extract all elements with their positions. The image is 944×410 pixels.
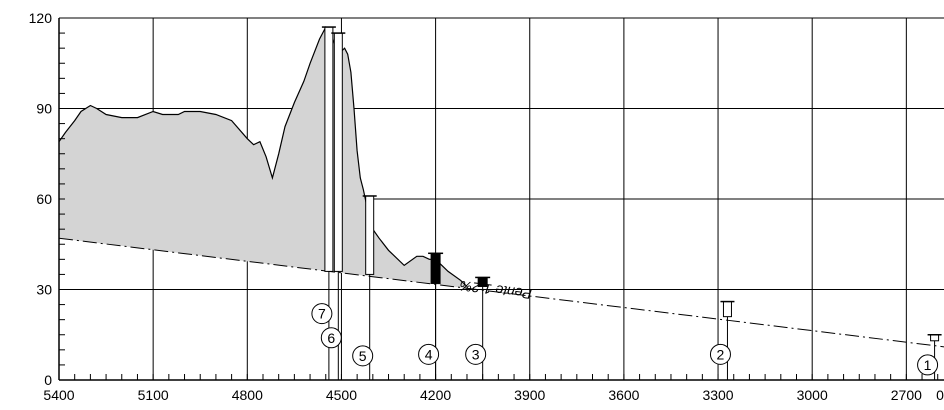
- terrain-profile-line: [58, 26, 468, 287]
- y-tick-label: 30: [36, 282, 52, 298]
- well-3: 3: [465, 276, 491, 380]
- well-5: 5: [352, 195, 377, 380]
- x-tick-label: 3300: [702, 387, 733, 403]
- well-6: 6: [320, 32, 346, 380]
- slope-line: [58, 237, 944, 348]
- well-casing: [430, 252, 441, 284]
- well-number-circle: [709, 343, 731, 365]
- terrain-area: [58, 26, 468, 289]
- well-number-label: 7: [318, 306, 326, 322]
- well-number-circle: [465, 343, 487, 365]
- x-tick-label: 4200: [420, 387, 451, 403]
- well-number-label: 6: [327, 330, 335, 346]
- x-tick-label: 5400: [43, 387, 74, 403]
- x-tick-label: 4500: [326, 387, 357, 403]
- well-1: 1: [917, 334, 942, 380]
- x-tick-label: 4800: [232, 387, 263, 403]
- tick-labels: 5400 5100 4800 4500 4200 3900 3600 3300 3000 2700…: [29, 10, 944, 403]
- terrain-fill: [59, 27, 467, 289]
- well-number-label: 5: [359, 348, 367, 364]
- well-number-label: 4: [425, 346, 433, 362]
- well-4: 4: [418, 252, 444, 380]
- x-tick-label: 5100: [138, 387, 169, 403]
- well-number-circle: [418, 343, 440, 365]
- x-tick-label: 3900: [514, 387, 545, 403]
- y-tick-label: 90: [36, 101, 52, 117]
- wells: 76 5 4 3 2 1: [311, 26, 942, 380]
- well-number-circle: [320, 327, 342, 349]
- well-casing: [930, 334, 940, 342]
- slope-line-group: Pente 1.2%: [58, 237, 944, 348]
- well-number-label: 3: [472, 346, 480, 362]
- well-number-circle: [311, 303, 333, 325]
- y-tick-label: 0: [44, 372, 52, 388]
- well-casing: [477, 276, 488, 287]
- well-number-circle: [352, 345, 374, 367]
- well-number-circle: [917, 354, 939, 376]
- well-7: 7: [311, 26, 336, 380]
- y-tick-label: 120: [29, 10, 53, 26]
- well-number-label: 1: [924, 357, 932, 373]
- x-tick-label: 3600: [608, 387, 639, 403]
- well-casing: [722, 301, 732, 318]
- well-number-label: 2: [717, 346, 725, 362]
- well-casing: [324, 26, 334, 272]
- slope-label: Pente 1.2%: [459, 278, 533, 303]
- x-tick-label: 2700: [891, 387, 922, 403]
- x-tick-label: 0: [936, 387, 944, 403]
- y-tick-label: 60: [36, 191, 52, 207]
- well-2: 2: [709, 300, 735, 380]
- axes: [58, 17, 944, 381]
- x-tick-label: 3000: [797, 387, 828, 403]
- well-casing: [333, 32, 343, 272]
- well-casing: [365, 195, 375, 275]
